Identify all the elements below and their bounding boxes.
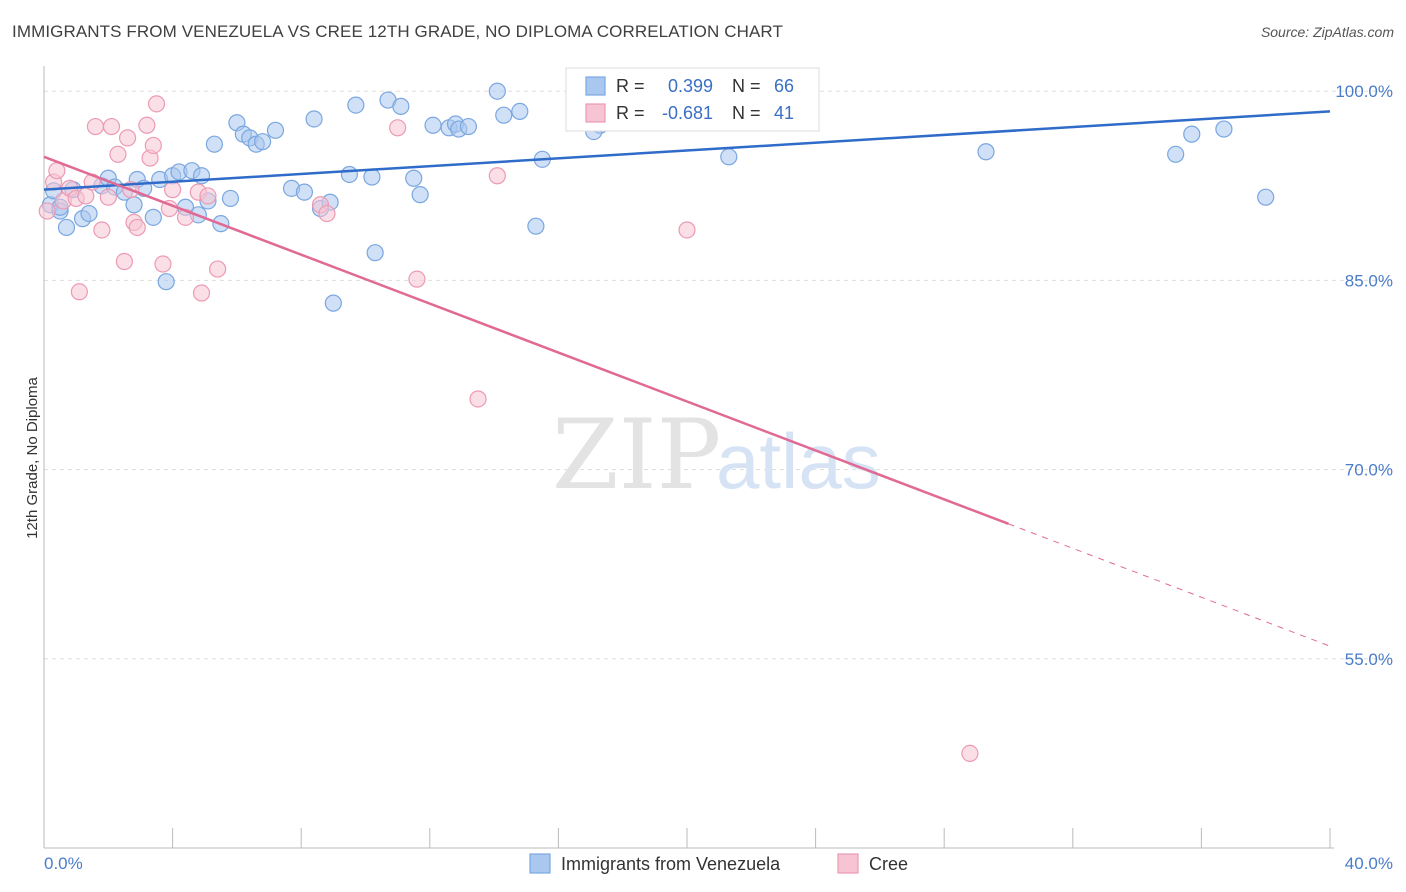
venezuela-point — [495, 106, 513, 124]
venezuela-point — [392, 97, 410, 115]
y-tick-label: 85.0% — [1345, 271, 1393, 290]
cree-point — [128, 218, 146, 237]
cree-point — [199, 187, 217, 205]
cree-trend-line-extension — [1008, 523, 1331, 647]
cree-point — [70, 283, 88, 301]
venezuela-point — [340, 165, 359, 184]
y-tick-label: 70.0% — [1345, 461, 1393, 480]
venezuela-point — [424, 116, 442, 134]
cree-point — [144, 136, 162, 155]
legend-label: Immigrants from Venezuela — [561, 854, 781, 874]
cree-point — [86, 117, 105, 136]
axes — [43, 66, 1334, 849]
venezuela-point — [57, 218, 76, 237]
cree-point — [102, 117, 121, 136]
chart-title: IMMIGRANTS FROM VENEZUELA VS CREE 12TH G… — [12, 22, 783, 41]
y-tick-label: 55.0% — [1345, 650, 1393, 669]
venezuela-point — [488, 82, 506, 100]
venezuela-point — [720, 148, 738, 166]
venezuela-point — [205, 135, 223, 153]
stats-legend-swatch — [585, 103, 606, 123]
venezuela-point — [1167, 145, 1185, 163]
venezuela-trend-line — [43, 110, 1331, 191]
stats-n-label: N = — [732, 76, 761, 96]
venezuela-point — [405, 169, 423, 187]
x-tick-label: 40.0% — [1345, 854, 1393, 873]
venezuela-point — [363, 168, 381, 186]
cree-point — [678, 221, 696, 239]
chart-source: Source: ZipAtlas.com — [1260, 24, 1394, 40]
stats-r-value: 0.399 — [668, 76, 713, 96]
watermark-zip: ZIP — [552, 399, 721, 511]
venezuela-point — [1257, 188, 1275, 206]
y-tick-labels: 100.0% 85.0% 70.0% 55.0% — [1335, 82, 1393, 669]
venezuela-point — [305, 110, 323, 128]
cree-point — [93, 221, 111, 239]
cree-point — [408, 270, 426, 288]
venezuela-point — [144, 208, 162, 226]
venezuela-point — [1183, 125, 1201, 143]
stats-legend-box — [565, 67, 820, 132]
y-axis-label: 12th Grade, No Diploma — [24, 376, 41, 538]
venezuela-point — [254, 133, 272, 151]
bottom-legend: Immigrants from Venezuela Cree — [529, 853, 908, 874]
venezuela-point — [527, 217, 545, 235]
venezuela-point — [221, 189, 240, 208]
cree-point — [99, 188, 117, 206]
venezuela-point — [411, 186, 429, 204]
venezuela-point — [347, 96, 365, 114]
venezuela-point — [80, 204, 98, 223]
stats-n-label: N = — [732, 103, 761, 123]
cree-point — [318, 204, 336, 223]
cree-point — [138, 116, 156, 134]
stats-r-value: -0.681 — [662, 103, 713, 123]
legend-label: Cree — [869, 854, 908, 874]
stats-n-value: 66 — [774, 76, 794, 96]
trend-lines — [43, 110, 1331, 647]
x-tick-label: 0.0% — [44, 854, 83, 873]
cree-point — [469, 390, 487, 408]
venezuela-point — [977, 143, 995, 161]
venezuela-point — [125, 196, 143, 214]
cree-point — [147, 95, 166, 113]
stats-r-label: R = — [616, 76, 645, 96]
stats-legend-swatch — [585, 76, 606, 96]
watermark: ZIP atlas — [552, 399, 881, 511]
venezuela-point — [157, 273, 175, 291]
legend-swatch — [529, 853, 551, 874]
venezuela-point — [1215, 120, 1233, 138]
cree-point — [209, 260, 227, 278]
stats-legend: R = 0.399 N = 66 R = -0.681 N = 41 — [565, 67, 820, 132]
venezuela-point — [511, 102, 529, 121]
watermark-atlas: atlas — [716, 417, 881, 505]
stats-r-label: R = — [616, 103, 645, 123]
cree-trend-line — [43, 155, 1009, 526]
cree-point — [118, 129, 137, 147]
cree-point — [164, 181, 182, 199]
cree-point — [115, 252, 133, 271]
cree-point — [154, 255, 172, 273]
cree-point — [38, 202, 56, 220]
venezuela-point — [366, 244, 384, 262]
cree-point — [109, 145, 127, 163]
y-tick-label: 100.0% — [1335, 82, 1393, 101]
cree-point — [488, 167, 506, 185]
venezuela-point — [295, 183, 314, 201]
legend-swatch — [837, 853, 859, 874]
venezuela-point — [266, 121, 285, 139]
venezuela-point — [459, 117, 477, 136]
cree-point — [389, 119, 407, 137]
stats-n-value: 41 — [774, 103, 794, 123]
venezuela-point — [324, 294, 342, 312]
x-tick-labels: 0.0% 40.0% — [44, 854, 1393, 873]
cree-point — [192, 284, 211, 302]
cree-point — [961, 744, 979, 763]
